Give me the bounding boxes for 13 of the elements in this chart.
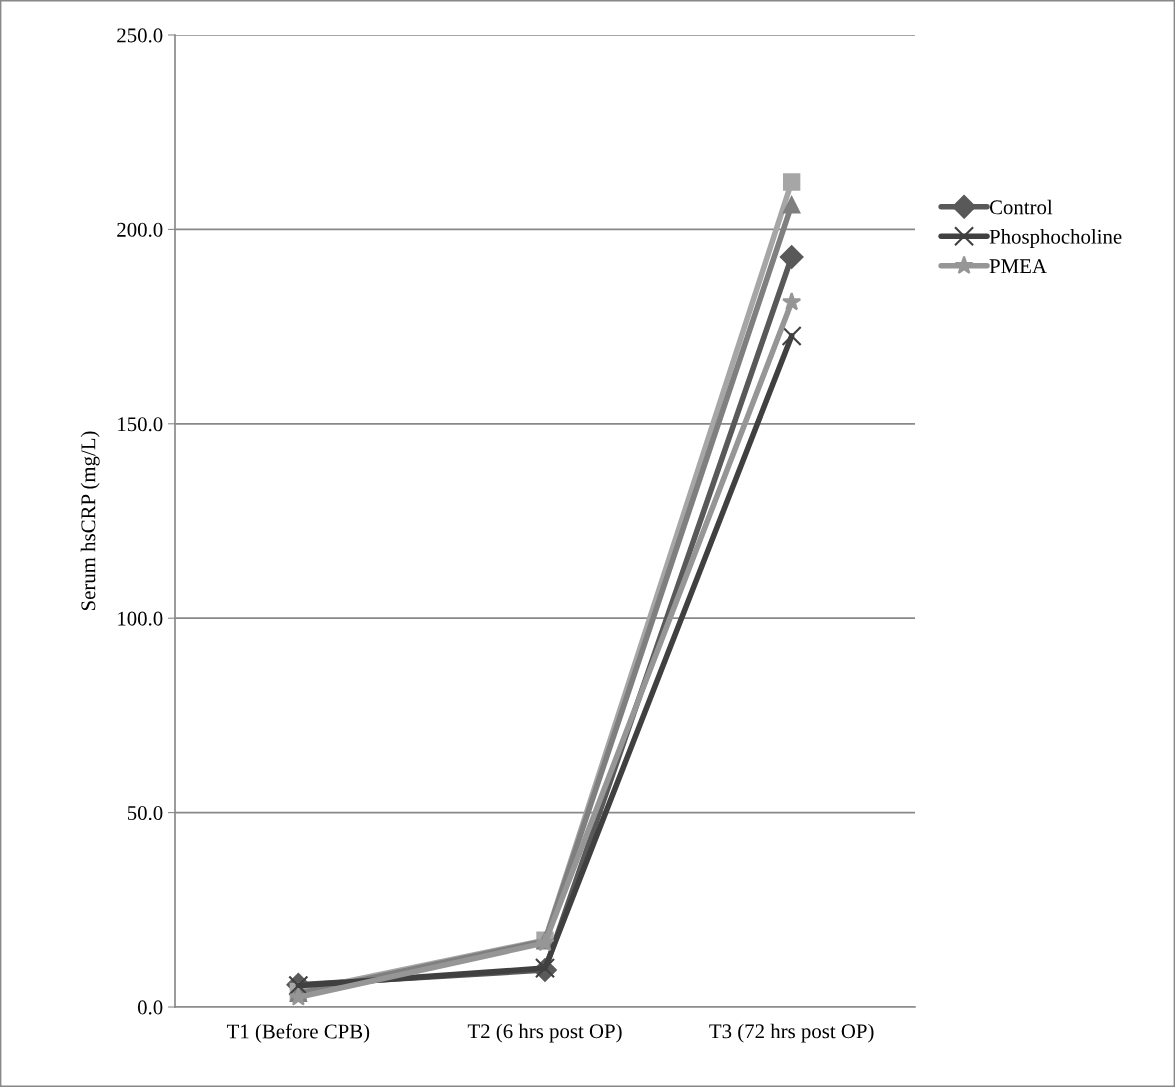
x-tick-label: T1 (Before CPB) — [226, 1023, 370, 1043]
y-tick-label: 200.0 — [117, 222, 163, 237]
y-tick-label: 150.0 — [118, 417, 163, 432]
y-tick-label: 50.0 — [127, 805, 163, 821]
legend-label: PMEA — [989, 259, 1047, 274]
y-tick-label: 100.0 — [118, 611, 163, 626]
legend-label: Phosphocholine — [989, 229, 1122, 249]
y-tick-label: 0.0 — [137, 1000, 163, 1015]
x-tick-label: T3 (72 hrs post OP) — [709, 1023, 874, 1043]
y-tick-label: 250.0 — [117, 28, 163, 43]
x-tick-label: T2 (6 hrs post OP) — [467, 1023, 622, 1043]
y-axis-title: Serum hsCRP (mg/L) — [80, 431, 100, 611]
legend-label: Control — [989, 199, 1053, 215]
